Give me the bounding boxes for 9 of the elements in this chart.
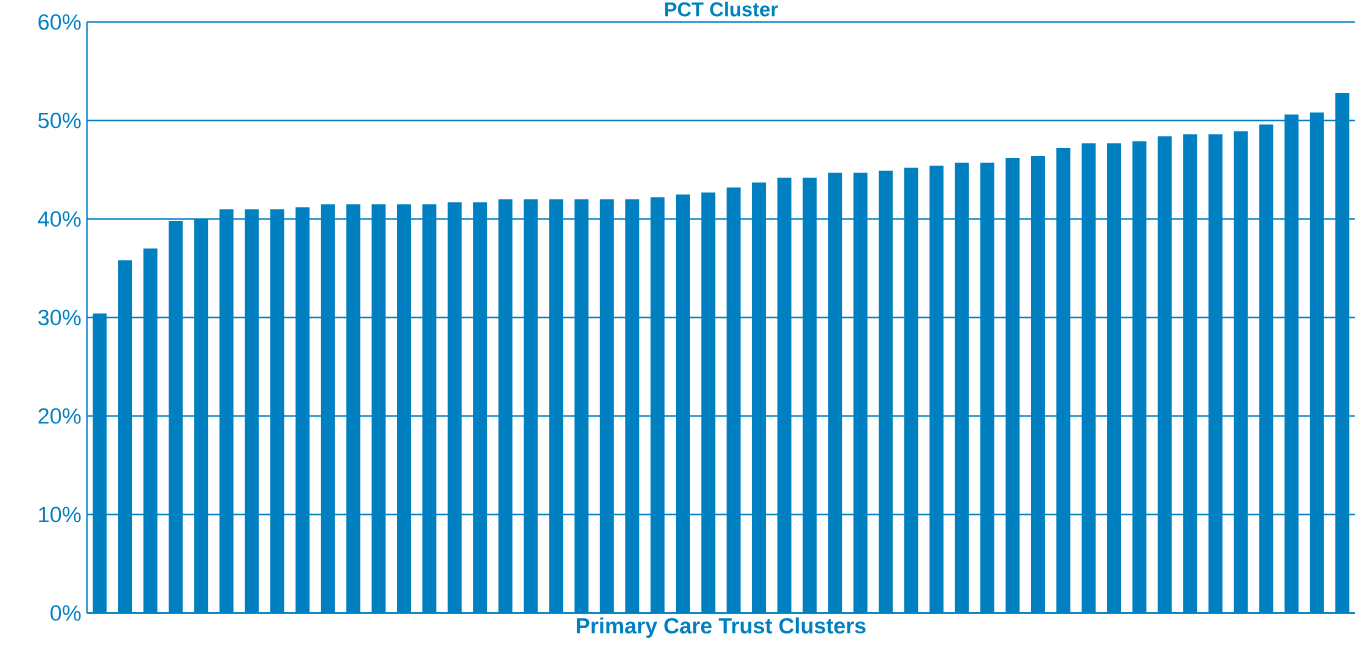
y-tick-label: 20% (38, 408, 81, 424)
y-tick-label: 0% (50, 605, 81, 621)
chart-title: PCT Cluster (665, 1, 778, 17)
y-tick-label: 10% (39, 506, 81, 523)
y-tick-label: 60% (38, 14, 81, 30)
y-tick-label: 50% (38, 112, 81, 129)
x-axis-title: Primary Care Trust Clusters (576, 617, 866, 638)
y-tick-label: 40% (37, 211, 81, 227)
y-tick-label: 30% (38, 309, 81, 326)
